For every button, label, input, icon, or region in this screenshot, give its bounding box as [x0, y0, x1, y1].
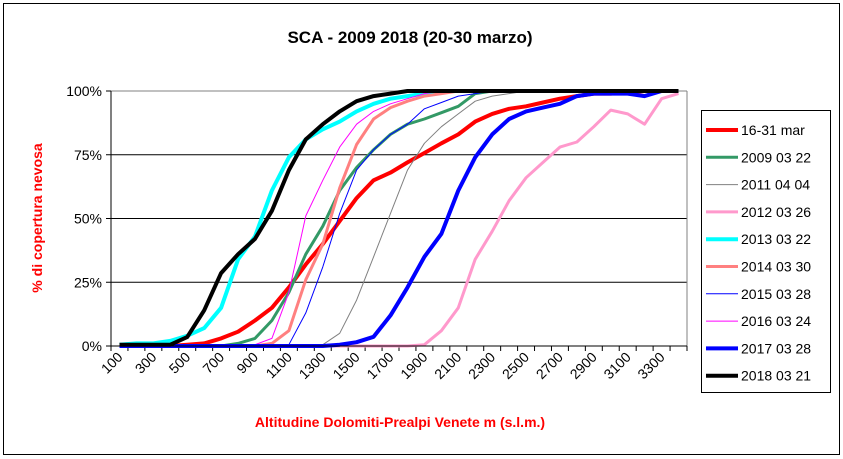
y-axis-label: % di copertura nevosa	[29, 143, 45, 293]
legend-label: 2016 03 24	[741, 313, 811, 329]
series-line-2018-03-21	[119, 89, 679, 347]
y-tick-label: 100%	[66, 83, 102, 99]
legend-label: 2012 03 26	[741, 204, 811, 220]
y-tick-label: 75%	[74, 147, 102, 163]
legend: 16-31 mar 2009 03 22 2011 04 04 2012 03 26 2…	[701, 110, 831, 393]
x-axis-label: Altitudine Dolomiti-Prealpi Venete m (s.…	[255, 414, 545, 430]
legend-label: 2009 03 22	[741, 149, 811, 165]
y-tick-label: 0%	[82, 338, 102, 354]
chart-title: SCA - 2009 2018 (20-30 marzo)	[287, 28, 532, 47]
legend-label: 2017 03 28	[741, 340, 811, 356]
legend-label: 2013 03 22	[741, 231, 811, 247]
chart-frame	[3, 3, 840, 455]
legend-label: 2018 03 21	[741, 368, 811, 384]
legend-label: 16-31 mar	[741, 122, 805, 138]
legend-label: 2014 03 30	[741, 259, 811, 275]
y-tick-label: 50%	[74, 211, 102, 227]
legend-label: 2011 04 04	[741, 177, 810, 193]
y-tick-label: 25%	[74, 274, 102, 290]
y-axis-ticks: 0% 25% 50% 75% 100%	[66, 83, 111, 354]
legend-label: 2015 03 28	[741, 286, 811, 302]
